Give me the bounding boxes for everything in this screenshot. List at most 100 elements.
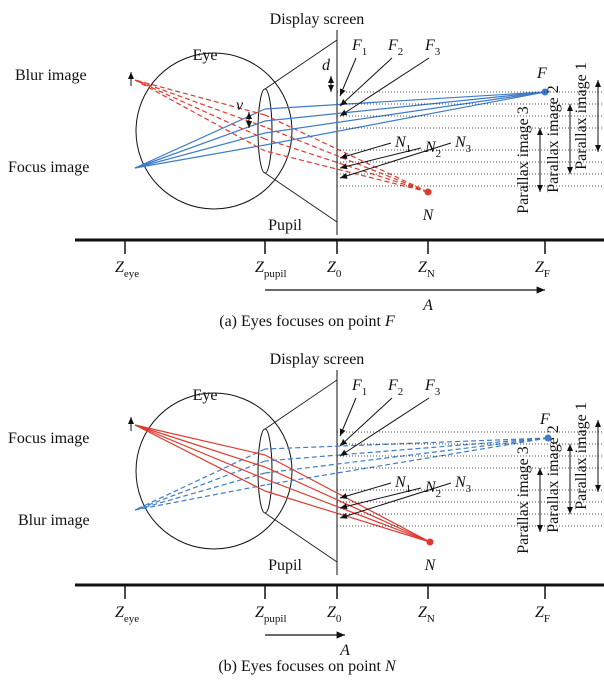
z-label: Zeye (115, 259, 139, 280)
far-sub-label-sub: 1 (362, 386, 368, 398)
near-ray (135, 80, 265, 127)
z-label: ZN (418, 604, 435, 625)
pointer (340, 143, 391, 158)
far-ray (265, 92, 545, 133)
far-ray (135, 121, 265, 168)
near-sub-label-sub: 3 (466, 483, 472, 495)
near-sub-label-sub: 1 (406, 143, 412, 155)
lens (258, 429, 272, 513)
near-sub-label: N2 (424, 139, 441, 160)
far-sub-label: F2 (387, 37, 403, 58)
z-label: Zpupil (255, 604, 287, 625)
parallax-label: Parallax image 3 (515, 446, 532, 554)
z-label: ZF (535, 604, 550, 625)
parallax-label: Parallax image 3 (515, 106, 532, 214)
far-sub-label-sub: 2 (398, 386, 404, 398)
near-ray (135, 425, 265, 491)
far-sub-label-sub: 2 (398, 46, 404, 58)
parallax-label: Parallax image 2 (545, 85, 562, 193)
upper-image-label: Blur image (15, 67, 87, 84)
z-label-sub: pupil (264, 613, 287, 625)
near-sub-label: N2 (424, 479, 441, 500)
far-sub-label: F3 (424, 377, 441, 398)
caption-text: (b) Eyes focuses on point (218, 658, 385, 675)
near-point-label: N (422, 207, 435, 224)
figure: Display screen Eye Zeye Zpupil Z0 ZN ZF A (a) Ey… (0, 0, 604, 688)
far-ray (135, 473, 265, 510)
lens (258, 89, 272, 173)
near-point (427, 539, 434, 546)
far-sub-label: F3 (424, 37, 441, 58)
pointer (340, 58, 356, 96)
near-ray (135, 80, 265, 115)
eye-label: Eye (193, 387, 218, 404)
d-label: d (322, 57, 331, 74)
z-label: ZF (535, 259, 550, 280)
far-sub-label: F2 (387, 377, 403, 398)
z-label-sub: 0 (336, 613, 342, 625)
pointer (340, 398, 429, 456)
pupil-label: Pupil (268, 557, 302, 574)
far-ray (265, 438, 548, 461)
near-point-label: N (424, 557, 437, 574)
screen-label: Display screen (270, 11, 365, 28)
screen-label: Display screen (270, 351, 365, 368)
v-label: v (236, 97, 244, 114)
a-label: A (422, 297, 433, 314)
far-sub-label-main: F (351, 377, 362, 394)
far-sub-label-main: F (424, 377, 435, 394)
far-sub-label-main: F (387, 37, 398, 54)
z-label-sub: F (544, 268, 550, 280)
near-ray (135, 425, 265, 455)
z-label-sub: pupil (264, 268, 287, 280)
z-label-sub: eye (124, 613, 139, 625)
far-sub-label-main: F (424, 37, 435, 54)
near-ray (135, 425, 265, 479)
near-point (425, 189, 432, 196)
pointer (340, 398, 356, 436)
z-label: ZN (418, 259, 435, 280)
eye (136, 393, 292, 549)
lower-image-label: Blur image (18, 512, 90, 529)
near-sub-label: N1 (394, 134, 411, 155)
z-label: Zeye (115, 604, 139, 625)
near-sub-label-sub: 1 (406, 483, 412, 495)
far-sub-label-sub: 1 (362, 46, 368, 58)
a-label: A (339, 642, 350, 659)
far-sub-label-main: F (351, 37, 362, 54)
pointer (340, 483, 391, 498)
near-ray (135, 425, 265, 467)
z-label: Z0 (327, 604, 342, 625)
near-sub-label: N1 (394, 474, 411, 495)
near-sub-label-sub: 3 (466, 143, 472, 155)
z-label: Zpupil (255, 259, 287, 280)
near-sub-label: N3 (454, 474, 472, 495)
caption: (b) Eyes focuses on point N (218, 658, 397, 675)
parallax-label: Parallax image 2 (545, 425, 562, 533)
parallax-label: Parallax image 1 (573, 62, 590, 170)
far-sub-label: F1 (351, 377, 367, 398)
eye (136, 53, 292, 209)
z-label-sub: N (427, 613, 435, 625)
far-ray (135, 485, 265, 510)
z-label-sub: 0 (336, 268, 342, 280)
near-ray (265, 115, 428, 192)
far-ray (135, 145, 265, 168)
far-sub-label-sub: 3 (435, 46, 441, 58)
caption-point: N (384, 658, 397, 675)
caption: (a) Eyes focuses on point F (219, 313, 395, 330)
far-sub-label: F1 (351, 37, 367, 58)
eye-label: Eye (193, 47, 218, 64)
far-ray (265, 438, 548, 485)
z-label: Z0 (327, 259, 342, 280)
far-sub-label-sub: 3 (435, 386, 441, 398)
pupil-label: Pupil (268, 217, 302, 234)
near-ray (135, 80, 265, 151)
pointer (340, 58, 429, 116)
caption-text: (a) Eyes focuses on point (219, 313, 385, 330)
upper-image-label: Focus image (8, 430, 89, 447)
caption-point: F (384, 313, 395, 330)
far-sub-label-main: F (387, 377, 398, 394)
far-ray (135, 461, 265, 510)
z-label-sub: eye (124, 268, 139, 280)
